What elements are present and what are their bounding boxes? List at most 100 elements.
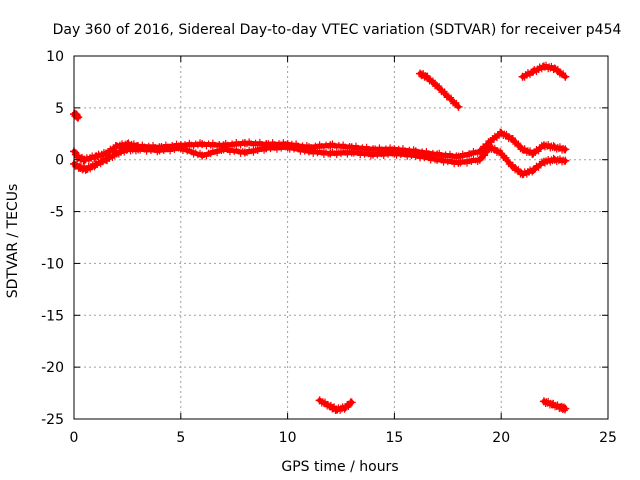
data-point	[497, 147, 504, 154]
plot-frame	[73, 55, 609, 420]
data-point	[464, 153, 471, 160]
data-point	[474, 150, 481, 157]
data-point	[506, 159, 513, 166]
series-1	[70, 142, 570, 179]
x-tick-label: 0	[70, 430, 79, 446]
data-point	[367, 153, 374, 160]
data-point	[214, 150, 221, 157]
data-point	[384, 151, 391, 158]
y-tick-label: 5	[55, 101, 64, 117]
data-point	[515, 165, 522, 172]
data-point	[261, 147, 268, 154]
data-point	[431, 157, 438, 164]
y-tick-label: 10	[46, 49, 64, 65]
data-point	[190, 143, 197, 150]
data-point	[278, 145, 285, 152]
data-point	[239, 139, 246, 146]
data-point	[538, 158, 545, 165]
data-point	[453, 158, 460, 165]
series-4	[518, 61, 570, 81]
data-point	[111, 145, 118, 152]
data-point	[429, 77, 436, 84]
data-point	[464, 160, 471, 167]
data-point	[267, 146, 274, 153]
data-point	[424, 72, 431, 79]
y-tick-label: -15	[41, 308, 64, 324]
axis-ticks	[73, 55, 609, 420]
data-point	[491, 144, 498, 151]
data-point	[441, 88, 448, 95]
data-point	[374, 152, 381, 159]
data-point	[468, 151, 475, 158]
data-point	[207, 151, 214, 158]
data-point	[478, 155, 485, 162]
x-axis-label: GPS time / hours	[281, 459, 398, 475]
data-point	[348, 399, 355, 406]
data-point	[561, 147, 568, 154]
data-point	[380, 153, 387, 160]
data-point	[453, 99, 460, 106]
series-5	[315, 396, 356, 415]
data-point	[325, 143, 332, 150]
data-point	[484, 149, 491, 156]
data-point	[448, 94, 455, 101]
data-points	[70, 61, 570, 415]
data-point	[218, 147, 225, 154]
x-tick-label: 20	[492, 430, 510, 446]
y-tick-label: -25	[41, 412, 64, 428]
data-point	[320, 144, 327, 151]
data-point	[457, 154, 464, 161]
data-point	[346, 148, 353, 155]
data-point	[453, 152, 460, 159]
data-point	[344, 151, 351, 158]
y-tick-label: -10	[41, 256, 64, 272]
data-point	[503, 130, 510, 137]
x-tick-label: 15	[385, 430, 403, 446]
data-point	[477, 154, 484, 161]
data-point	[244, 150, 251, 157]
data-point	[549, 158, 556, 165]
data-point	[538, 66, 545, 73]
data-point	[481, 151, 488, 158]
data-point	[410, 150, 417, 157]
data-point	[91, 155, 98, 162]
data-point	[442, 91, 449, 98]
data-point	[529, 152, 536, 159]
data-point	[203, 153, 210, 160]
data-point	[75, 112, 82, 119]
data-point	[515, 140, 522, 147]
data-point	[273, 146, 280, 153]
data-point	[154, 149, 161, 156]
y-tick-label: -20	[41, 360, 64, 376]
data-point	[134, 145, 141, 152]
data-point	[483, 141, 490, 148]
data-point	[282, 144, 289, 151]
data-point	[231, 142, 238, 149]
data-point	[237, 142, 244, 149]
data-point	[346, 143, 353, 150]
data-point	[474, 159, 481, 166]
data-point	[561, 407, 568, 414]
data-point	[478, 147, 485, 154]
chart-title: Day 360 of 2016, Sidereal Day-to-day VTE…	[53, 22, 622, 38]
data-point	[561, 158, 568, 165]
x-tick-label: 25	[599, 430, 617, 446]
data-point	[160, 147, 167, 154]
data-point	[433, 81, 440, 88]
data-point	[194, 142, 201, 149]
data-point	[175, 145, 182, 152]
data-point	[529, 169, 536, 176]
data-point	[303, 146, 310, 153]
data-point	[436, 83, 443, 90]
data-point	[314, 144, 321, 151]
y-axis-label: SDTVAR / TECUs	[5, 184, 21, 299]
data-point	[333, 152, 340, 159]
data-point	[171, 146, 178, 153]
x-tick-label: 10	[279, 430, 297, 446]
data-point	[482, 152, 489, 159]
data-point	[554, 65, 561, 72]
data-point	[389, 150, 396, 157]
grid-lines	[74, 56, 608, 419]
